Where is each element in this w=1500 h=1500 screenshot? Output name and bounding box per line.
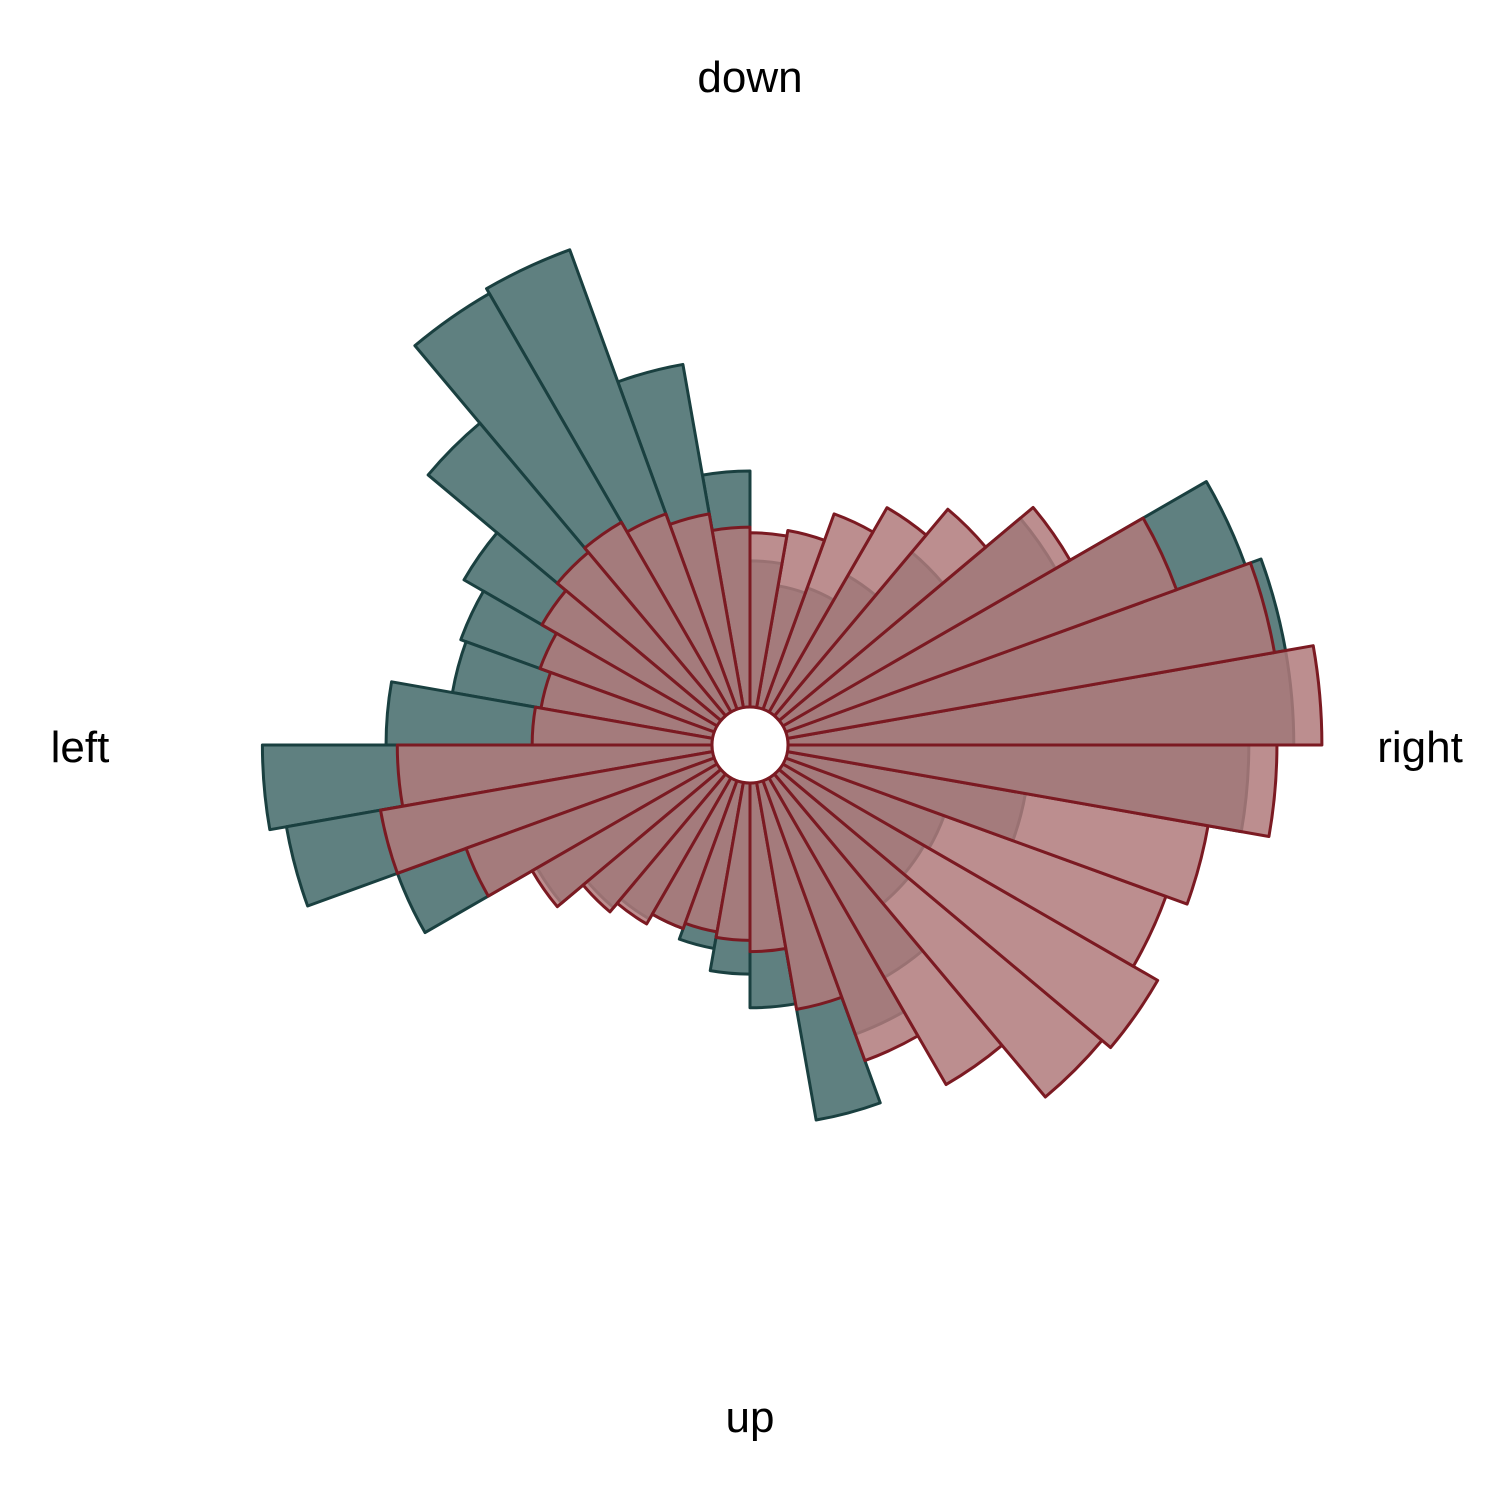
center-hole [710,705,790,785]
direction-label-bottom: up [726,1393,775,1442]
direction-label-left: left [51,723,110,772]
direction-label-top: down [697,53,802,102]
direction-label-right: right [1377,723,1463,772]
series-2 [379,505,1324,1099]
bars-layer [260,248,1324,1122]
